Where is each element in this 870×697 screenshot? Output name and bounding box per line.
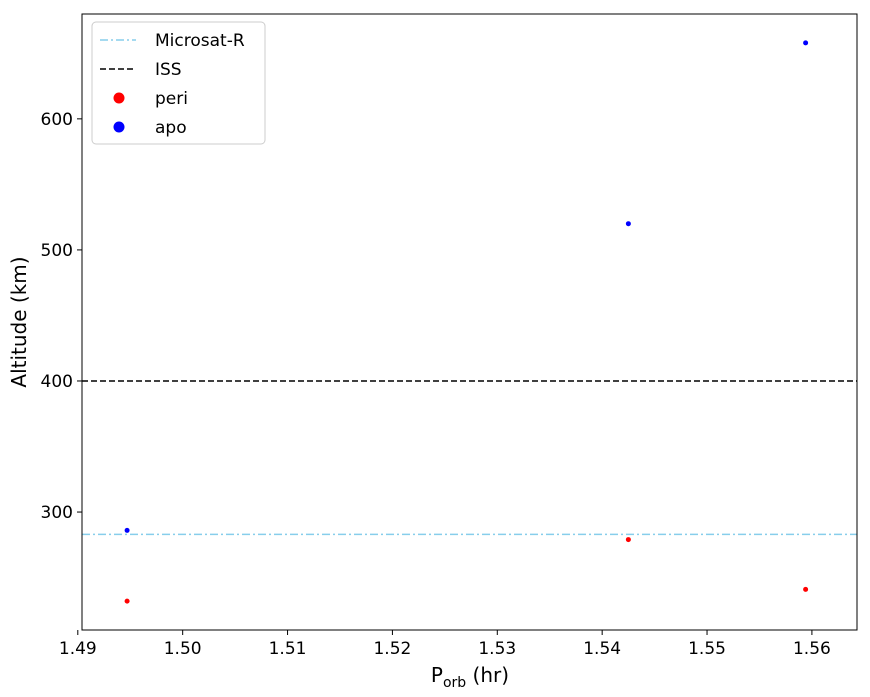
legend-label-peri: peri: [155, 89, 188, 109]
x-axis-label-subscript: orb: [443, 675, 466, 691]
y-tick-label: 400: [41, 372, 73, 392]
legend-label-apo: apo: [155, 118, 187, 138]
x-tick-label: 1.50: [164, 639, 202, 659]
reference-lines: [82, 380, 857, 536]
peri-point: [625, 537, 631, 543]
y-tick-label: 500: [41, 241, 73, 261]
x-axis-ticks: 1.49 1.50 1.51 1.52 1.53 1.54 1.55 1.56: [59, 630, 831, 659]
x-tick-label: 1.49: [59, 639, 97, 659]
x-tick-label: 1.56: [793, 639, 831, 659]
x-axis-label: Porb (hr): [431, 663, 509, 691]
legend-marker-peri: [113, 92, 125, 104]
legend-marker-apo: [113, 121, 125, 133]
apo-point: [803, 40, 809, 46]
x-axis-label-main: P: [431, 663, 443, 687]
x-axis-label-unit: (hr): [466, 663, 509, 687]
apo-point: [625, 221, 631, 227]
x-tick-label: 1.51: [269, 639, 307, 659]
scatter-points: [124, 40, 809, 604]
plot-frame: [81, 13, 858, 631]
legend-label-microsat-r: Microsat-R: [155, 31, 245, 51]
y-axis-ticks: 300 400 500 600: [41, 110, 82, 523]
x-tick-label: 1.53: [478, 639, 516, 659]
peri-point: [803, 586, 809, 592]
legend: Microsat-R ISS peri apo: [91, 21, 266, 145]
x-tick-label: 1.55: [688, 639, 726, 659]
apo-point: [124, 527, 130, 533]
legend-label-iss: ISS: [155, 60, 182, 80]
peri-point: [124, 598, 130, 604]
legend-box: [91, 21, 266, 145]
y-axis-label: Altitude (km): [7, 256, 31, 387]
y-tick-label: 300: [41, 503, 73, 523]
x-tick-label: 1.52: [373, 639, 411, 659]
x-tick-label: 1.54: [583, 639, 621, 659]
y-tick-label: 600: [41, 110, 73, 130]
